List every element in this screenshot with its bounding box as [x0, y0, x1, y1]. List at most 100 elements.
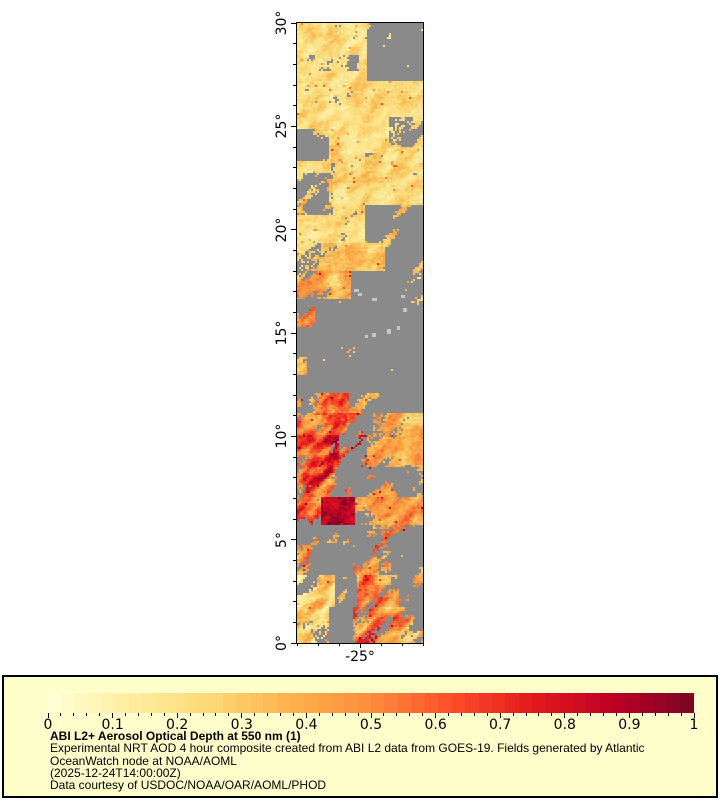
colorbar-tick: [435, 713, 437, 718]
colorbar-tick-label: 0.6: [424, 717, 447, 733]
colorbar-block: [532, 693, 546, 713]
colorbar-tick: [280, 713, 282, 716]
latitude-tick: [293, 84, 296, 86]
colorbar-tick: [370, 713, 372, 718]
colorbar-block: [586, 693, 600, 713]
latitude-tick: [293, 105, 296, 107]
colorbar-tick-label: 0.1: [101, 717, 124, 733]
latitude-tick-label: 10°: [274, 423, 290, 449]
colorbar-block: [424, 693, 439, 713]
colorbar-block: [505, 693, 519, 713]
colorbar-tick: [693, 713, 695, 718]
colorbar-tick: [422, 713, 424, 716]
colorbar-block: [222, 693, 237, 713]
latitude-tick: [293, 311, 296, 313]
caption-description-line-1: Experimental NRT AOD 4 hour composite cr…: [50, 741, 645, 756]
colorbar-block: [290, 693, 304, 713]
legend-panel: 0 0.1 0.2 0.3 0.4 0.5 0.6 0.7 0.8 0.9 1 ABI L2+ Ae…: [2, 675, 718, 798]
colorbar-tick: [615, 713, 617, 716]
colorbar-block: [209, 693, 223, 713]
colorbar-block: [438, 693, 452, 713]
colorbar-tick: [525, 713, 527, 716]
colorbar-tick: [590, 713, 592, 716]
colorbar-tick: [254, 713, 256, 716]
colorbar-tick: [409, 713, 411, 716]
aod-map-plot: 30° 25° 20° 15° 10° 5° 0° -25°: [274, 11, 424, 664]
longitude-tick: [296, 643, 298, 646]
colorbar-block: [115, 693, 129, 713]
colorbar-block: [653, 693, 667, 713]
latitude-tick: [293, 601, 296, 603]
colorbar-block: [478, 693, 492, 713]
colorbar-tick: [344, 713, 346, 716]
colorbar-block: [169, 693, 183, 713]
colorbar-tick: [305, 713, 307, 718]
colorbar-tick: [189, 713, 191, 716]
colorbar-tick-label: 1: [689, 717, 699, 733]
longitude-tick: [317, 643, 319, 646]
colorbar-block: [599, 693, 614, 713]
colorbar-block: [155, 693, 170, 713]
colorbar-tick: [383, 713, 385, 716]
colorbar-block: [182, 693, 196, 713]
latitude-tick: [293, 497, 296, 499]
colorbar-tick: [292, 713, 294, 716]
latitude-tick: [293, 518, 296, 520]
latitude-tick: [293, 291, 296, 293]
colorbar-block: [411, 693, 425, 713]
longitude-tick-label: -25°: [345, 649, 375, 665]
caption-timestamp: (2025-12-24T14:00:00Z): [50, 765, 181, 780]
latitude-tick: [293, 146, 296, 148]
colorbar-tick: [499, 713, 501, 718]
colorbar-tick-label: 0.8: [553, 717, 576, 733]
colorbar-tick: [86, 713, 88, 716]
colorbar-block: [384, 693, 398, 713]
caption-title: ABI L2+ Aerosol Optical Depth at 550 nm …: [50, 729, 301, 743]
colorbar-tick: [318, 713, 320, 716]
colorbar-tick-label: 0.9: [618, 717, 641, 733]
colorbar-tick: [680, 713, 682, 716]
colorbar-block: [142, 693, 156, 713]
colorbar-block: [545, 693, 560, 713]
latitude-tick-label: 0°: [274, 635, 290, 651]
colorbar-block: [397, 693, 412, 713]
colorbar-block: [613, 693, 627, 713]
colorbar-block: [343, 693, 358, 713]
latitude-tick: [293, 187, 296, 189]
colorbar: [48, 693, 694, 713]
colorbar-tick: [396, 713, 398, 716]
colorbar-tick-label: 0.5: [359, 717, 383, 733]
colorbar-block: [88, 693, 102, 713]
colorbar-block: [128, 693, 143, 713]
colorbar-tick: [564, 713, 566, 718]
colorbar-block: [451, 693, 466, 713]
colorbar-tick: [577, 713, 579, 716]
latitude-tick: [293, 43, 296, 45]
colorbar-tick: [228, 713, 230, 716]
latitude-tick-label: 5°: [274, 531, 290, 548]
colorbar-tick: [473, 713, 475, 716]
latitude-tick: [293, 580, 296, 582]
colorbar-block: [263, 693, 277, 713]
colorbar-block: [559, 693, 573, 713]
colorbar-tick: [125, 713, 127, 716]
longitude-tick: [359, 643, 361, 648]
colorbar-tick-label: 0.4: [295, 717, 318, 733]
colorbar-tick: [512, 713, 514, 716]
longitude-tick: [422, 643, 424, 646]
colorbar-block: [303, 693, 318, 713]
latitude-tick: [293, 249, 296, 251]
latitude-tick: [293, 621, 296, 623]
colorbar-block: [317, 693, 331, 713]
latitude-tick-label: 30°: [274, 10, 290, 36]
colorbar-block: [465, 693, 479, 713]
colorbar-block: [249, 693, 264, 713]
latitude-tick: [291, 229, 296, 231]
colorbar-tick: [603, 713, 605, 716]
colorbar-tick: [215, 713, 217, 716]
colorbar-tick-label: 0.7: [489, 717, 512, 733]
colorbar-tick: [357, 713, 359, 716]
colorbar-label-row: 0 0.1 0.2 0.3 0.4 0.5 0.6 0.7 0.8 0.9 1: [44, 717, 699, 734]
colorbar-block: [680, 693, 694, 713]
